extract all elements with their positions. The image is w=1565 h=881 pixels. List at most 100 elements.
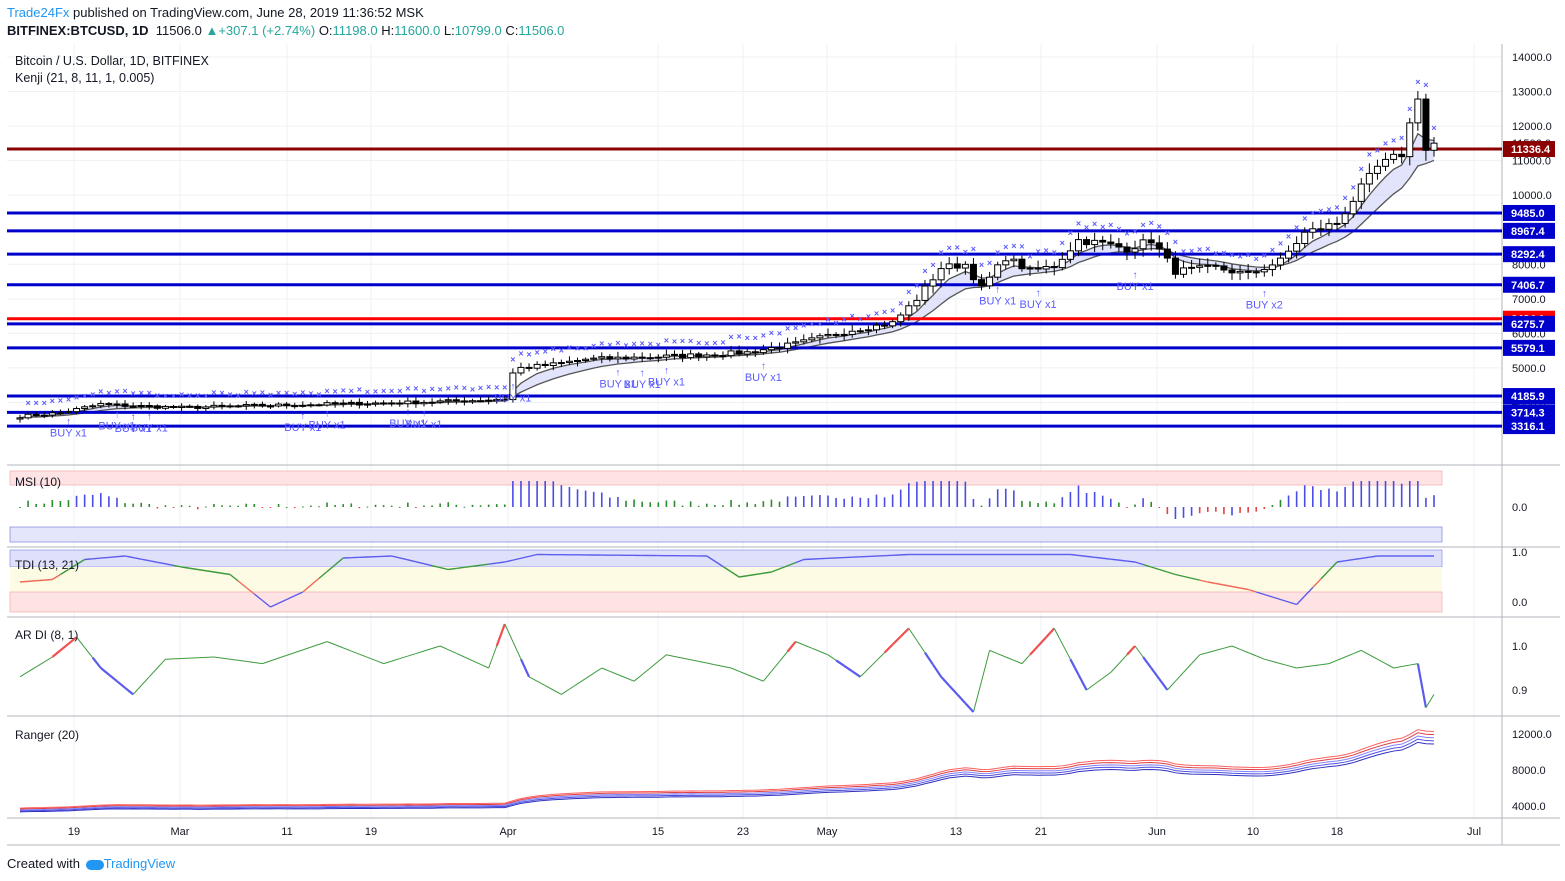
candle-body — [1188, 266, 1196, 269]
buy-signal-label: BUY x1 — [284, 422, 321, 434]
msi-bar — [584, 490, 587, 507]
trail-marker: × — [518, 349, 523, 359]
ardi-line-segment — [359, 653, 368, 658]
tdi-line-segment — [1369, 555, 1378, 558]
trail-marker: × — [623, 341, 628, 351]
ardi-line-segment — [439, 645, 449, 651]
candle-body — [1196, 265, 1204, 268]
candle-body — [1293, 243, 1301, 252]
msi-bar — [1077, 485, 1080, 507]
tdi-line-segment — [334, 557, 344, 566]
ardi-line-segment — [843, 664, 853, 673]
trail-marker: × — [696, 338, 701, 348]
candle-body — [56, 412, 64, 415]
trail-marker: × — [147, 388, 152, 398]
msi-bar — [972, 498, 975, 507]
ardi-line-segment — [59, 642, 70, 652]
tdi-line-segment — [1183, 575, 1192, 579]
candle-body — [1301, 231, 1309, 245]
msi-bar — [108, 496, 110, 507]
msi-bar — [891, 494, 894, 507]
msi-bar — [811, 495, 813, 507]
msi-bar — [156, 507, 159, 509]
tdi-band-lower — [9, 591, 1443, 613]
candle-body — [557, 362, 565, 365]
publisher-name[interactable]: Trade24Fx — [7, 5, 70, 20]
tdi-tick-label: 0.0 — [1512, 597, 1527, 609]
trail-marker: × — [171, 391, 176, 401]
trail-marker: × — [712, 338, 717, 348]
trail-marker: × — [268, 390, 273, 400]
trail-marker: × — [58, 395, 63, 405]
msi-bar — [706, 503, 708, 507]
trail-marker: × — [34, 398, 39, 408]
msi-bar — [439, 503, 441, 507]
msi-bar — [172, 507, 175, 508]
msi-bar — [471, 504, 474, 507]
ardi-line-segment — [464, 656, 473, 662]
ardi-line-segment — [221, 657, 231, 660]
tdi-line-segment — [722, 565, 732, 573]
tdi-line-segment — [512, 557, 522, 561]
msi-bar — [940, 481, 942, 507]
msi-bar — [140, 502, 142, 507]
ardi-line-segment — [1086, 683, 1095, 691]
buy-signal-label: BUY x1 — [50, 428, 87, 440]
tdi-line-segment — [205, 570, 215, 573]
buy-arrow-icon: ↑ — [114, 410, 119, 421]
candle-body — [654, 356, 662, 359]
tdi-line-segment — [165, 563, 174, 567]
msi-bar — [1360, 481, 1363, 507]
trail-marker: × — [1326, 204, 1331, 214]
msi-bar — [1312, 486, 1314, 507]
tdi-line-segment — [1231, 585, 1241, 589]
candle-body — [145, 404, 153, 407]
tdi-line-segment — [1345, 558, 1354, 562]
level-tag-label: 8967.4 — [1511, 226, 1546, 238]
ardi-line-segment — [1385, 663, 1394, 669]
candle-body — [881, 324, 889, 327]
trail-marker: × — [801, 320, 806, 330]
ohlc-line: BITFINEX:BTCUSD, 1D 11506.0 ▲+307.1 (+2.… — [7, 23, 564, 38]
candle-body — [848, 330, 856, 335]
ardi-line-segment — [932, 664, 943, 678]
trail-marker: × — [874, 308, 879, 318]
ardi-line-segment — [811, 647, 821, 652]
trail-marker: × — [1157, 221, 1162, 231]
trail-marker: × — [1367, 149, 1372, 159]
ardi-line-segment — [771, 661, 780, 672]
msi-bar — [697, 505, 700, 507]
ardi-line-segment — [1369, 654, 1378, 660]
trail-marker: × — [1391, 135, 1396, 145]
candle-body — [1260, 269, 1268, 273]
ardi-line-segment — [940, 676, 951, 687]
ardi-line-segment — [1231, 645, 1241, 650]
msi-bar — [1045, 501, 1047, 507]
msi-bar — [1425, 497, 1427, 507]
trail-marker: × — [1229, 250, 1234, 260]
tdi-line-segment — [1134, 561, 1144, 566]
close-label: C: — [505, 23, 519, 38]
msi-bar — [245, 503, 248, 507]
trail-marker: × — [688, 336, 693, 346]
trail-marker: × — [365, 387, 370, 397]
candle-body — [670, 353, 678, 356]
candle-body — [679, 353, 687, 359]
msi-bar — [91, 494, 94, 507]
tdi-line-segment — [1296, 595, 1306, 605]
trail-marker: × — [1140, 220, 1145, 230]
ardi-line-segment — [891, 635, 902, 646]
msi-bar — [334, 505, 336, 507]
footer-brand[interactable]: TradingView — [103, 856, 176, 871]
ardi-line-segment — [1425, 694, 1435, 708]
ardi-line-segment — [577, 678, 586, 685]
ardi-line-segment — [254, 662, 263, 665]
msi-bar — [205, 506, 207, 508]
candle-body — [759, 349, 767, 354]
trail-marker: × — [98, 386, 103, 396]
msi-bar — [948, 481, 950, 507]
ardi-line-segment — [956, 693, 967, 704]
ardi-line-segment — [948, 684, 959, 696]
msi-bar — [1287, 495, 1290, 507]
